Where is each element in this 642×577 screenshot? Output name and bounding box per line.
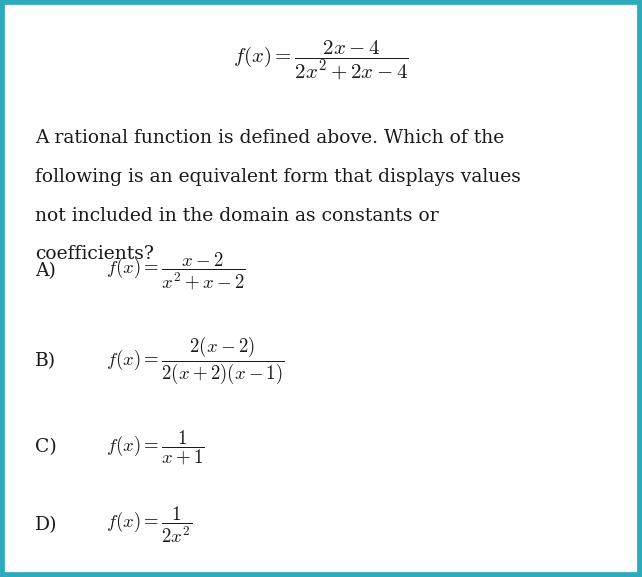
Text: D): D): [35, 516, 58, 534]
Text: A rational function is defined above. Which of the: A rational function is defined above. Wh…: [35, 129, 505, 148]
Text: B): B): [35, 351, 56, 370]
Text: $f(x) = \dfrac{2(x - 2)}{2(x + 2)(x - 1)}$: $f(x) = \dfrac{2(x - 2)}{2(x + 2)(x - 1)…: [106, 335, 284, 387]
Text: $f(x) = \dfrac{2x - 4}{2x^2 + 2x - 4}$: $f(x) = \dfrac{2x - 4}{2x^2 + 2x - 4}$: [233, 39, 409, 82]
Text: $f(x) = \dfrac{1}{x + 1}$: $f(x) = \dfrac{1}{x + 1}$: [106, 428, 205, 467]
Text: not included in the domain as constants or: not included in the domain as constants …: [35, 207, 439, 225]
Text: following is an equivalent form that displays values: following is an equivalent form that dis…: [35, 168, 521, 186]
Text: C): C): [35, 438, 57, 456]
Text: $f(x) = \dfrac{1}{2x^2}$: $f(x) = \dfrac{1}{2x^2}$: [106, 505, 193, 545]
Text: A): A): [35, 262, 56, 280]
Text: coefficients?: coefficients?: [35, 245, 154, 264]
Text: $f(x) = \dfrac{x - 2}{x^2 + x - 2}$: $f(x) = \dfrac{x - 2}{x^2 + x - 2}$: [106, 250, 245, 292]
